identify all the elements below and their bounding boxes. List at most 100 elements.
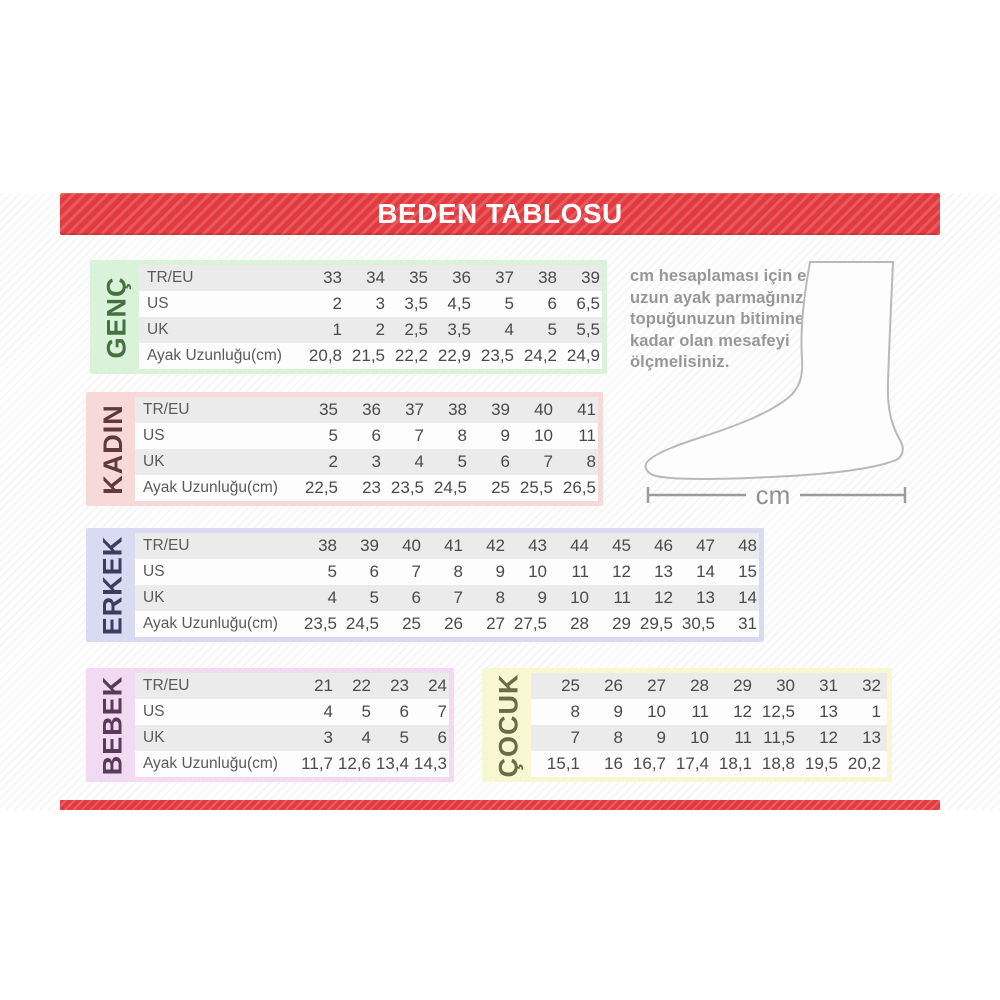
table-rows: TR/EU 38 39 40 41 42 43 44 45 46 47 48 US 5 6 7 8 9 10 11 12… [135,533,759,637]
size-value-cell: 37 [495,268,514,287]
size-value-cell: 23 [362,478,381,497]
size-value-cell: 41 [577,400,596,419]
row-label: Ayak Uzunluğu(cm) [147,347,282,364]
size-value-cell: 16,7 [632,754,666,773]
table-rows: TR/EU 33 34 35 36 37 38 39 US 2 3 3,5 4,5 5 6 6,5 UK 1 2 2,… [139,265,602,369]
row-label: Ayak Uzunluğu(cm) [143,479,278,496]
size-value-cell: 9 [537,588,547,607]
table-label: BEBEK [97,675,128,775]
size-value-cell: 24,2 [523,346,557,365]
size-value-cell: 32 [862,676,881,695]
size-value-cell: 35 [409,268,428,287]
table-row: Ayak Uzunluğu(cm) 22,5 23 23,5 24,5 25 25,5 26,… [135,475,598,501]
size-value-cell: 6 [399,702,409,721]
size-value-cell: 6 [547,294,557,313]
size-value-cell: 5 [361,702,371,721]
size-value-cell: 21,5 [351,346,385,365]
table-row: 15,1 16 16,7 17,4 18,1 18,8 19,5 20,2 [531,751,887,777]
size-table-bebek: BEBEK TR/EU 21 22 23 24 US 4 5 6 7 UK 3 4 5 6 Ayak Uzun… [86,668,454,782]
row-label: US [143,563,165,580]
size-value-cell: 6,5 [576,294,600,313]
size-value-cell: 2 [375,320,385,339]
size-value-cell: 38 [448,400,467,419]
size-value-cell: 44 [570,536,589,555]
table-row: US 4 5 6 7 [135,699,449,725]
row-label: Ayak Uzunluğu(cm) [143,755,278,772]
size-value-cell: 6 [500,452,510,471]
size-value-cell: 39 [491,400,510,419]
size-value-cell: 30 [776,676,795,695]
size-value-cell: 9 [500,426,510,445]
table-row: 7 8 9 10 11 11,5 12 13 [531,725,887,751]
size-value-cell: 22,2 [394,346,428,365]
size-value-cell: 6 [411,588,421,607]
size-value-cell: 36 [362,400,381,419]
size-value-cell: 4,5 [447,294,471,313]
table-label: GENÇ [101,275,132,359]
table-row: TR/EU 38 39 40 41 42 43 44 45 46 47 48 [135,533,759,559]
size-value-cell: 23,5 [303,614,337,633]
size-value-cell: 30,5 [681,614,715,633]
size-value-cell: 3 [371,452,381,471]
size-value-cell: 11,7 [301,754,333,773]
size-value-cell: 47 [696,536,715,555]
size-value-cell: 13 [862,728,881,747]
size-value-cell: 14 [738,588,757,607]
size-value-cell: 27 [486,614,505,633]
table-row: TR/EU 35 36 37 38 39 40 41 [135,397,598,423]
size-value-cell: 2 [332,294,342,313]
row-label: TR/EU [143,537,190,554]
size-value-cell: 7 [411,562,421,581]
size-value-cell: 20,8 [308,346,342,365]
size-value-cell: 25 [402,614,421,633]
size-value-cell: 6 [371,426,381,445]
row-label: UK [143,453,165,470]
size-value-cell: 40 [534,400,553,419]
table-label-band: BEBEK [91,673,135,777]
table-row: Ayak Uzunluğu(cm) 11,7 12,6 13,4 14,3 [135,751,449,777]
size-value-cell: 7 [570,728,580,747]
size-value-cell: 25 [561,676,580,695]
size-value-cell: 24,5 [345,614,379,633]
size-value-cell: 1 [332,320,342,339]
size-value-cell: 5,5 [576,320,600,339]
size-value-cell: 5 [327,562,337,581]
size-value-cell: 35 [319,400,338,419]
size-value-cell: 13 [819,702,838,721]
size-table-kadin: KADIN TR/EU 35 36 37 38 39 40 41 US 5 6 7 8 9 10 11 UK 2 3… [86,392,603,506]
size-value-cell: 8 [457,426,467,445]
size-value-cell: 13 [696,588,715,607]
size-value-cell: 27,5 [513,614,547,633]
size-value-cell: 5 [457,452,467,471]
size-value-cell: 5 [547,320,557,339]
size-value-cell: 33 [323,268,342,287]
size-value-cell: 12 [733,702,752,721]
size-table-erkek: ERKEK TR/EU 38 39 40 41 42 43 44 45 46 47 48 US 5 6 7 8 9… [86,528,764,642]
size-value-cell: 41 [444,536,463,555]
size-value-cell: 39 [581,268,600,287]
size-table-genc: GENÇ TR/EU 33 34 35 36 37 38 39 US 2 3 3,5 4,5 5 6 6,5 U… [90,260,607,374]
size-value-cell: 24 [428,676,447,695]
table-row: 8 9 10 11 12 12,5 13 1 [531,699,887,725]
size-value-cell: 5 [369,588,379,607]
table-row: US 5 6 7 8 9 10 11 12 13 14 15 [135,559,759,585]
size-value-cell: 18,8 [761,754,795,773]
size-value-cell: 8 [570,702,580,721]
size-value-cell: 27 [647,676,666,695]
size-value-cell: 29,5 [639,614,673,633]
size-value-cell: 9 [495,562,505,581]
size-value-cell: 9 [613,702,623,721]
size-value-cell: 5 [399,728,409,747]
size-value-cell: 12 [654,588,673,607]
size-value-cell: 28 [570,614,589,633]
table-label-band: ERKEK [91,533,135,637]
size-value-cell: 1 [871,702,881,721]
size-value-cell: 14 [696,562,715,581]
size-value-cell: 8 [613,728,623,747]
size-value-cell: 8 [453,562,463,581]
size-value-cell: 38 [538,268,557,287]
size-value-cell: 23,5 [390,478,424,497]
size-value-cell: 34 [366,268,385,287]
row-label: US [143,703,165,720]
size-value-cell: 10 [570,588,589,607]
